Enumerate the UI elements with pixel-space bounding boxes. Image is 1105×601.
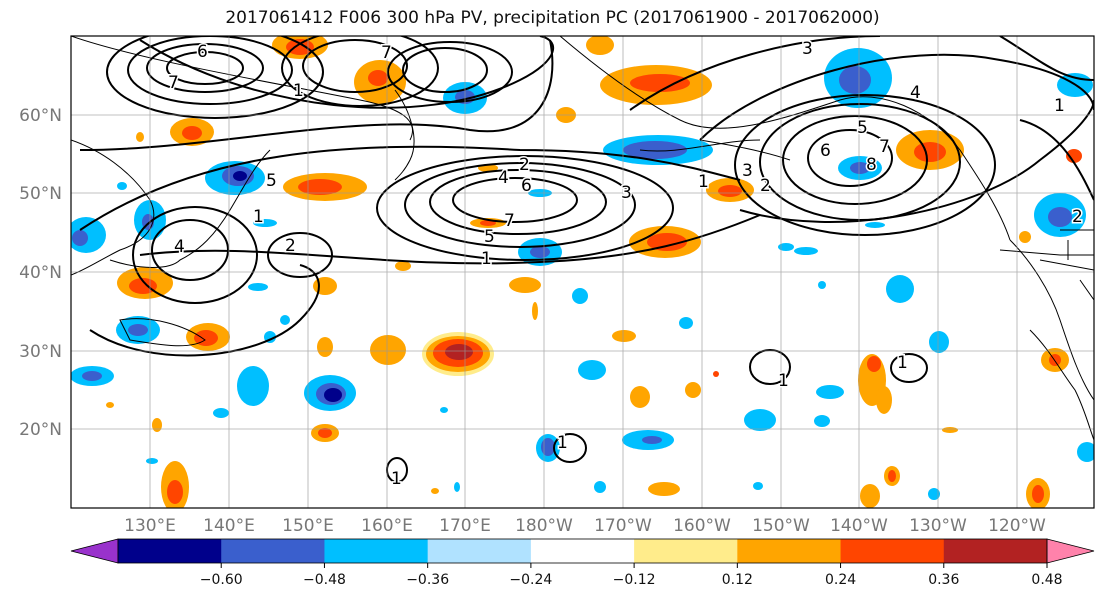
pv-contour-label: 5 <box>484 227 495 247</box>
pv-contour-label: 1 <box>391 469 402 489</box>
pv-contour-label: 8 <box>866 155 877 175</box>
pv-contour-label: 4 <box>174 237 185 257</box>
colorbar-extend-min <box>70 538 119 564</box>
lat-label-30n: 30°N <box>19 342 62 362</box>
lat-label-20n: 20°N <box>19 420 62 440</box>
pv-contour-label: 1 <box>897 353 908 373</box>
map-frame <box>70 35 1095 509</box>
colorbar-tick-label: −0.48 <box>303 572 346 588</box>
pv-contour-label: 1 <box>698 172 709 192</box>
pv-contour-label: 5 <box>266 171 277 191</box>
pv-contour-label: 3 <box>802 39 813 59</box>
colorbar-segment <box>737 539 842 563</box>
pv-contour-label: 2 <box>285 236 296 256</box>
map-title: 2017061412 F006 300 hPa PV, precipitatio… <box>225 8 880 28</box>
colorbar-segment <box>221 539 325 563</box>
colorbar: −0.60 −0.48 −0.36 −0.24 −0.12 0.12 0.24 0.36 0.4… <box>70 538 1095 588</box>
pv-contour-label: 1 <box>481 249 492 269</box>
pv-contour-label: 1 <box>293 81 304 101</box>
colorbar-tick-label: −0.24 <box>509 572 552 588</box>
colorbar-segment <box>427 539 532 563</box>
pv-contour-label: 7 <box>381 43 392 63</box>
lon-label-170w: 170°W <box>594 516 652 536</box>
colorbar-segment <box>634 539 738 563</box>
pv-contours <box>79 36 1094 483</box>
pv-contour-label: 7 <box>168 73 179 93</box>
pv-contour-label: 1 <box>778 371 789 391</box>
pv-contour-label: 5 <box>857 118 868 138</box>
lon-label-130w: 130°W <box>909 516 967 536</box>
lon-label-160e: 160°E <box>361 516 413 536</box>
pv-contour-label: 1 <box>557 433 568 453</box>
lon-label-170e: 170°E <box>439 516 491 536</box>
lon-label-180w: 180°W <box>515 516 573 536</box>
colorbar-tick-label: −0.36 <box>406 572 449 588</box>
colorbar-tick-label: 0.12 <box>722 572 753 588</box>
lon-label-160w: 160°W <box>673 516 731 536</box>
pv-contour-label: 4 <box>910 83 921 103</box>
colorbar-segment <box>840 539 945 563</box>
lon-label-150w: 150°W <box>752 516 810 536</box>
lat-label-60n: 60°N <box>19 106 62 126</box>
colorbar-tick-label: −0.60 <box>200 572 243 588</box>
colorbar-tick-label: 0.24 <box>825 572 856 588</box>
lon-label-140w: 140°W <box>830 516 888 536</box>
pv-contour-label: 7 <box>504 211 515 231</box>
lon-label-140e: 140°E <box>203 516 255 536</box>
colorbar-tick-label: 0.36 <box>928 572 959 588</box>
pv-contour-label: 7 <box>879 137 890 157</box>
pv-contour-label: 1 <box>1054 96 1065 116</box>
colorbar-segment <box>943 539 1048 563</box>
lon-label-150e: 150°E <box>282 516 334 536</box>
pv-contour-label: 1 <box>253 207 264 227</box>
colorbar-segment <box>324 539 429 563</box>
pv-contour-label: 2 <box>760 176 771 196</box>
graticule-grid <box>71 36 1094 508</box>
colorbar-tick-label: −0.12 <box>613 572 656 588</box>
pv-contour-label: 3 <box>742 161 753 181</box>
colorbar-frame <box>117 538 1048 564</box>
pv-contour-label: 3 <box>621 183 632 203</box>
pv-contour-label: 6 <box>197 42 208 62</box>
latitude-labels: 60°N 50°N 40°N 30°N 20°N <box>19 106 62 440</box>
lat-label-40n: 40°N <box>19 263 62 283</box>
colorbar-segment <box>118 539 222 563</box>
colorbar-extend-max <box>1046 538 1095 564</box>
coastlines <box>71 36 1094 441</box>
pv-contour-label: 2 <box>519 155 530 175</box>
lon-label-130e: 130°E <box>124 516 176 536</box>
colorbar-tick-label: 0.48 <box>1031 572 1062 588</box>
longitude-labels: 130°E 140°E 150°E 160°E 170°E 180°W 170°… <box>124 516 1046 536</box>
pv-contour-label: 4 <box>498 168 509 188</box>
pv-contour-label: 2 <box>1072 207 1083 227</box>
precipitation-anomaly-shading <box>71 36 1094 508</box>
pv-contour-label: 6 <box>820 141 831 161</box>
lat-label-50n: 50°N <box>19 184 62 204</box>
lon-label-120w: 120°W <box>988 516 1046 536</box>
colorbar-segment <box>530 539 635 563</box>
pv-contour-label: 6 <box>521 176 532 196</box>
pv-contour-label-group: 6 7 1 7 3 5 2 4 6 7 5 1 3 4 5 6 8 7 1 2 … <box>167 38 1085 491</box>
